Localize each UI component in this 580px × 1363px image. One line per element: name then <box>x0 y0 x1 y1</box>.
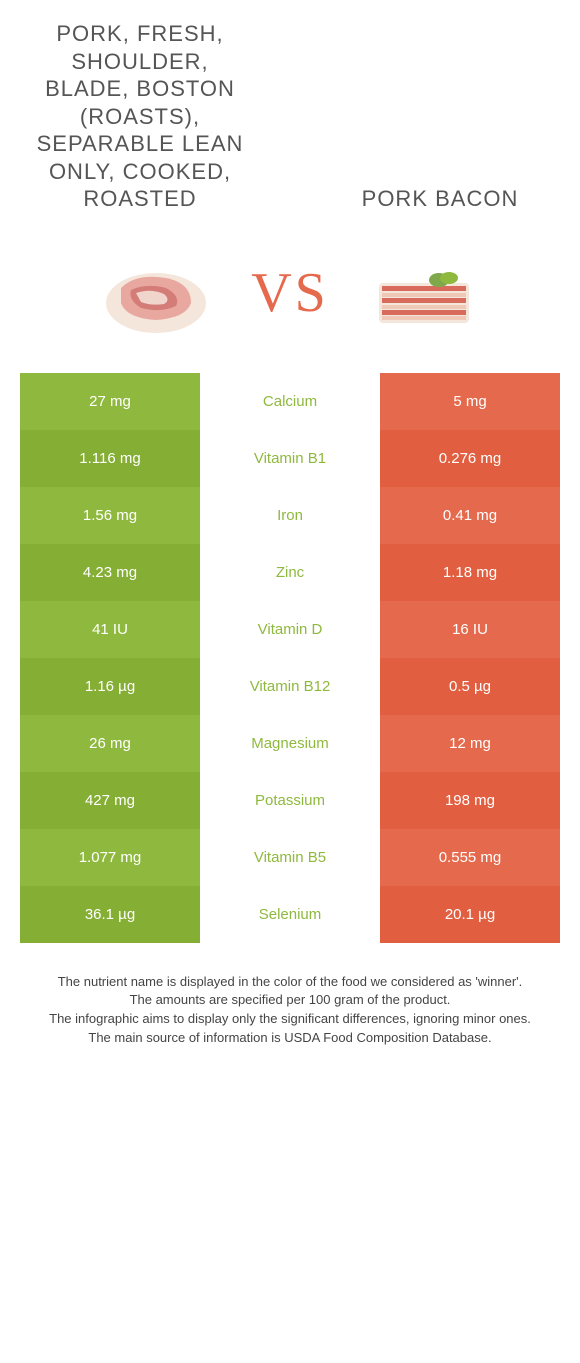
value-left: 1.116 mg <box>20 430 200 487</box>
value-right: 1.18 mg <box>380 544 560 601</box>
value-left: 27 mg <box>20 373 200 430</box>
food-image-left <box>91 243 221 343</box>
value-left: 1.56 mg <box>20 487 200 544</box>
footer-line: The nutrient name is displayed in the co… <box>20 973 560 992</box>
value-right: 12 mg <box>380 715 560 772</box>
nutrient-name: Vitamin D <box>200 601 380 658</box>
value-left: 36.1 µg <box>20 886 200 943</box>
nutrient-name: Calcium <box>200 373 380 430</box>
table-row: 36.1 µgSelenium20.1 µg <box>20 886 560 943</box>
value-left: 41 IU <box>20 601 200 658</box>
value-left: 427 mg <box>20 772 200 829</box>
value-left: 1.16 µg <box>20 658 200 715</box>
nutrient-name: Vitamin B5 <box>200 829 380 886</box>
table-row: 4.23 mgZinc1.18 mg <box>20 544 560 601</box>
table-row: 27 mgCalcium5 mg <box>20 373 560 430</box>
vs-label: VS <box>251 261 329 325</box>
table-row: 1.56 mgIron0.41 mg <box>20 487 560 544</box>
value-left: 26 mg <box>20 715 200 772</box>
nutrient-name: Zinc <box>200 544 380 601</box>
table-row: 1.16 µgVitamin B120.5 µg <box>20 658 560 715</box>
food-image-right <box>359 243 489 343</box>
value-right: 0.555 mg <box>380 829 560 886</box>
pork-shoulder-icon <box>96 248 216 338</box>
nutrient-table: 27 mgCalcium5 mg1.116 mgVitamin B10.276 … <box>20 373 560 943</box>
value-right: 5 mg <box>380 373 560 430</box>
table-row: 1.077 mgVitamin B50.555 mg <box>20 829 560 886</box>
nutrient-name: Vitamin B12 <box>200 658 380 715</box>
bacon-icon <box>364 248 484 338</box>
footer-line: The amounts are specified per 100 gram o… <box>20 991 560 1010</box>
footer: The nutrient name is displayed in the co… <box>0 943 580 1068</box>
value-left: 4.23 mg <box>20 544 200 601</box>
table-row: 1.116 mgVitamin B10.276 mg <box>20 430 560 487</box>
vs-row: VS <box>0 223 580 373</box>
nutrient-name: Selenium <box>200 886 380 943</box>
table-row: 427 mgPotassium198 mg <box>20 772 560 829</box>
footer-line: The main source of information is USDA F… <box>20 1029 560 1048</box>
value-right: 20.1 µg <box>380 886 560 943</box>
nutrient-name: Vitamin B1 <box>200 430 380 487</box>
value-right: 198 mg <box>380 772 560 829</box>
nutrient-name: Potassium <box>200 772 380 829</box>
table-row: 26 mgMagnesium12 mg <box>20 715 560 772</box>
nutrient-name: Iron <box>200 487 380 544</box>
title-right: PORK BACON <box>330 185 550 213</box>
value-right: 0.276 mg <box>380 430 560 487</box>
header: PORK, FRESH, SHOULDER, BLADE, BOSTON (RO… <box>0 0 580 223</box>
table-row: 41 IUVitamin D16 IU <box>20 601 560 658</box>
value-right: 0.5 µg <box>380 658 560 715</box>
value-left: 1.077 mg <box>20 829 200 886</box>
value-right: 16 IU <box>380 601 560 658</box>
nutrient-name: Magnesium <box>200 715 380 772</box>
value-right: 0.41 mg <box>380 487 560 544</box>
footer-line: The infographic aims to display only the… <box>20 1010 560 1029</box>
title-left: PORK, FRESH, SHOULDER, BLADE, BOSTON (RO… <box>30 20 250 213</box>
